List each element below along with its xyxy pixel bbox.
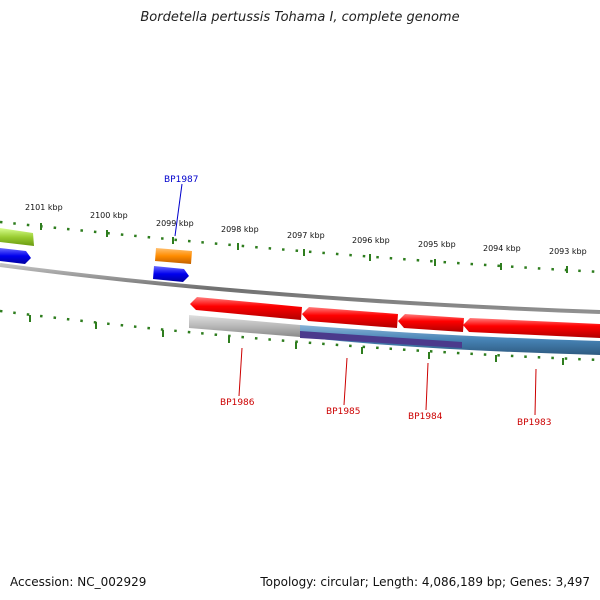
- gene-feature-bp1984[interactable]: [398, 314, 464, 332]
- kbp-label: 2095 kbp: [418, 240, 456, 249]
- gene-label-bp1986: BP1986: [220, 398, 255, 408]
- kbp-label: 2098 kbp: [221, 225, 259, 234]
- leader-line-bp1987: [174, 183, 183, 237]
- gene-label-bp1987: BP1987: [164, 175, 199, 185]
- kbp-label: 2101 kbp: [25, 203, 63, 212]
- genome-stats: Topology: circular; Length: 4,086,189 bp…: [260, 575, 590, 589]
- feature-track-purple: [300, 331, 462, 348]
- outer-ruler-dots: [0, 220, 600, 274]
- accession-info: Accession: NC_002929: [10, 575, 147, 589]
- gene-feature-yellowgreen[interactable]: [0, 228, 34, 246]
- kbp-label: 2099 kbp: [156, 219, 194, 228]
- gene-label-bp1984: BP1984: [408, 412, 443, 422]
- gene-feature-bp1986[interactable]: [190, 297, 302, 320]
- gene-feature-orange[interactable]: [155, 248, 192, 264]
- inner-ruler-dots: [0, 309, 600, 362]
- kbp-label: 2096 kbp: [352, 236, 390, 245]
- kbp-label: 2093 kbp: [549, 247, 587, 256]
- gene-feature-bp1987[interactable]: [153, 266, 189, 282]
- leader-line-bp1985: [343, 357, 348, 406]
- leader-line-bp1983: [534, 368, 537, 416]
- gene-feature-bp1985[interactable]: [302, 307, 398, 328]
- kbp-label: 2100 kbp: [90, 211, 128, 220]
- gene-label-bp1983: BP1983: [517, 418, 552, 428]
- outer-ruler: [0, 220, 600, 274]
- gene-feature-blue-left[interactable]: [0, 248, 31, 264]
- feature-track-gray: [189, 315, 300, 337]
- feature-track-steelblue: [300, 325, 600, 355]
- genome-backbone: [0, 263, 600, 314]
- gene-label-bp1985: BP1985: [326, 407, 361, 417]
- leader-line-bp1984: [425, 362, 429, 411]
- kbp-label: 2097 kbp: [287, 231, 325, 240]
- genome-title: Bordetella pertussis Tohama I, complete …: [140, 10, 460, 25]
- gene-feature-bp1983[interactable]: [463, 318, 600, 338]
- inner-ruler: [0, 309, 600, 365]
- leader-line-bp1986: [238, 347, 243, 397]
- kbp-label: 2094 kbp: [483, 244, 521, 253]
